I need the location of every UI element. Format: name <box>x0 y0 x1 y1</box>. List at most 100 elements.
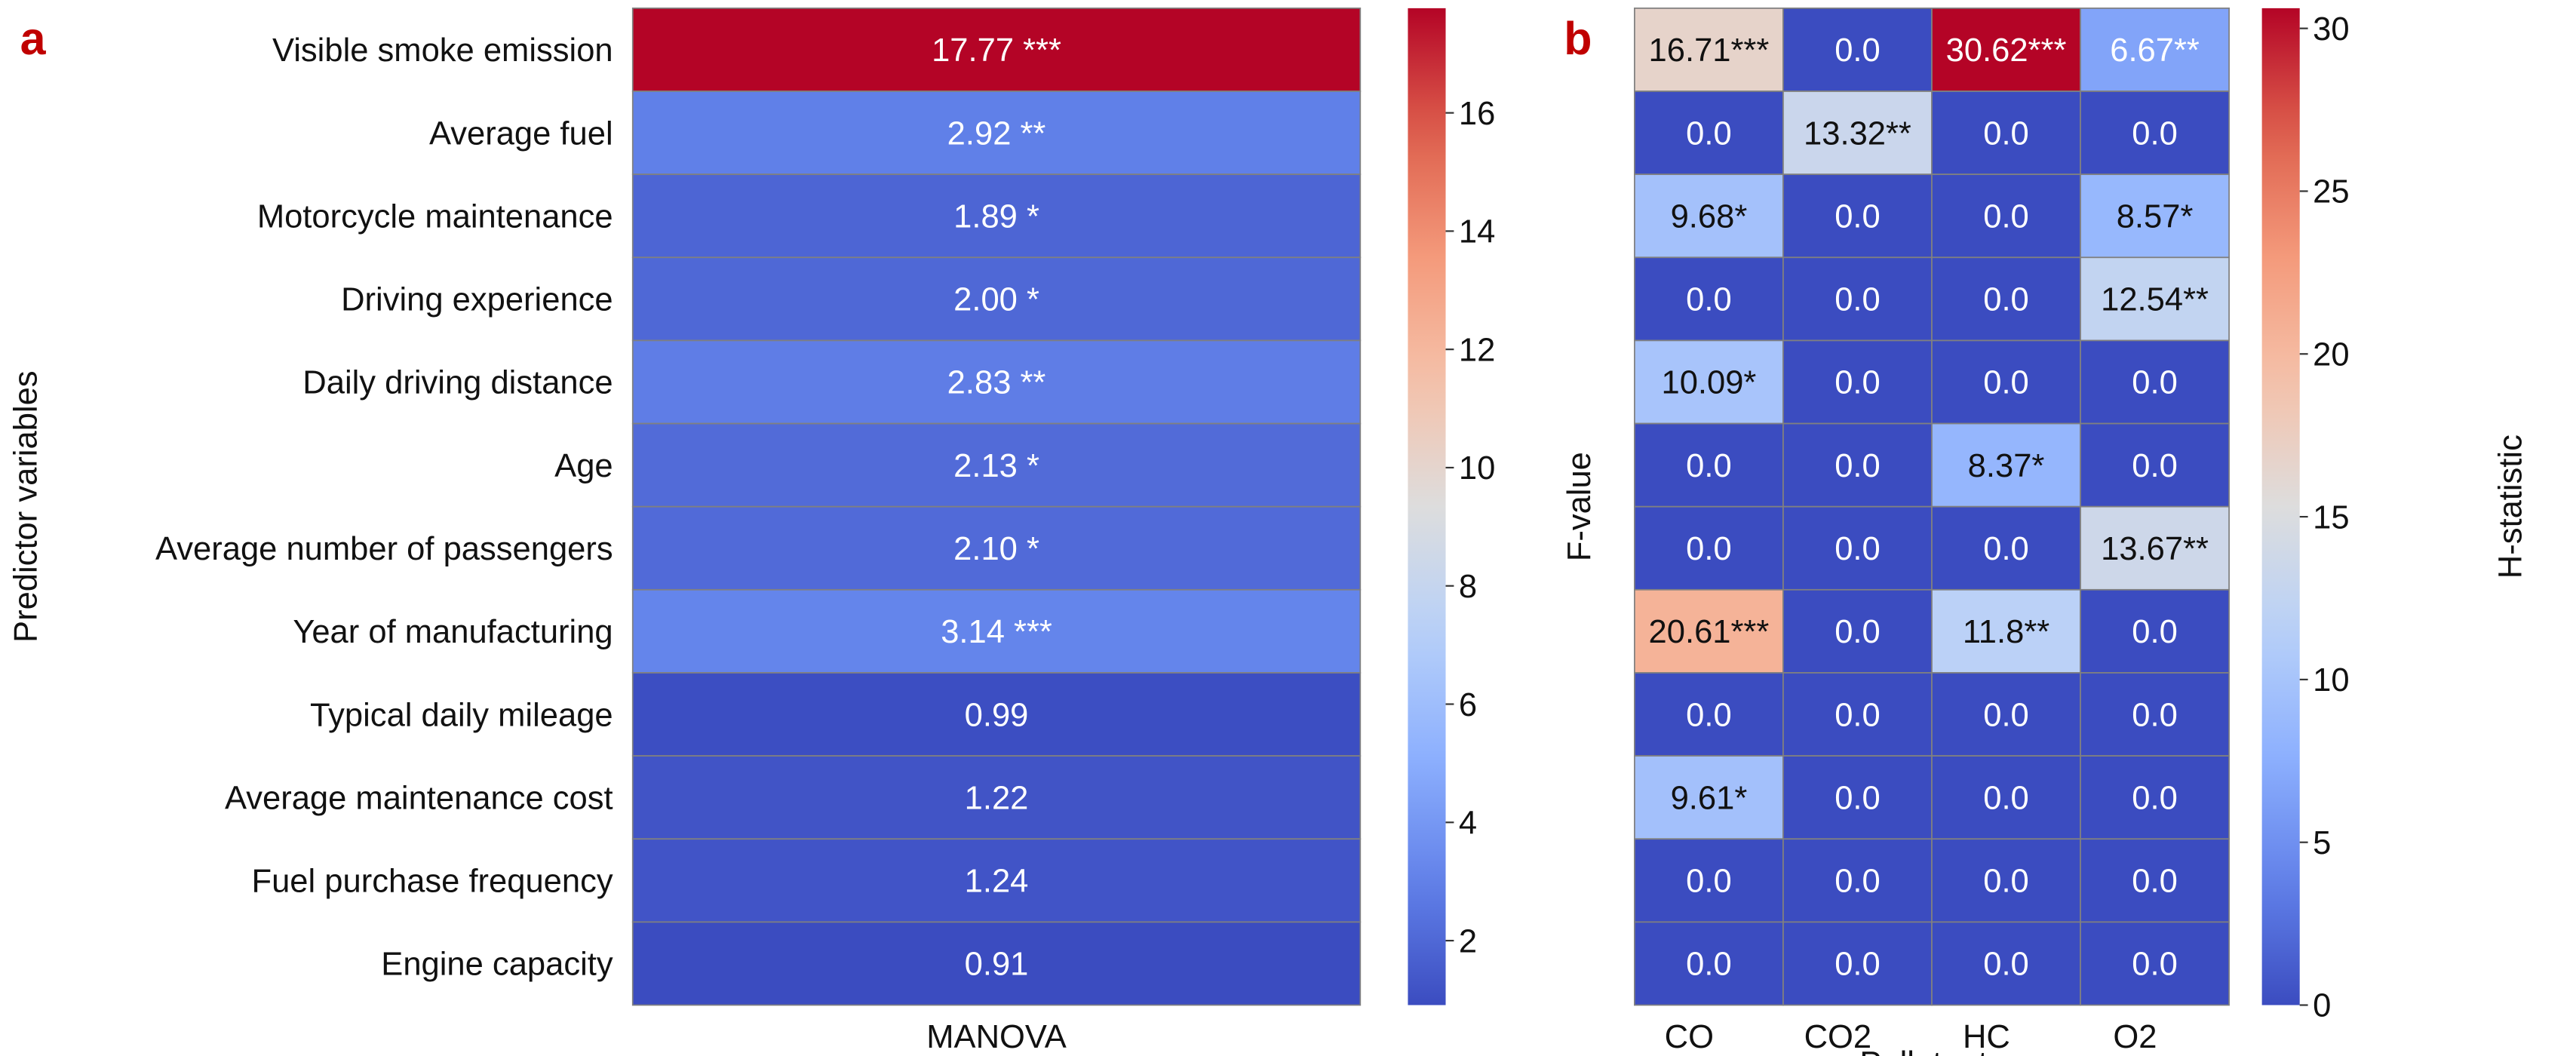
heatmap-cell <box>1931 256 2081 342</box>
cell-annotation: 9.61* <box>1671 780 1748 816</box>
cell-annotation: 0.0 <box>2132 697 2178 733</box>
cell-annotation: 8.57* <box>2117 198 2194 235</box>
heatmap-cell <box>2080 921 2230 1006</box>
cell-annotation: 0.0 <box>1835 198 1881 235</box>
colorbar <box>1408 8 1446 1005</box>
row-label: Visible smoke emission <box>272 32 613 69</box>
heatmap-cell <box>631 173 1362 259</box>
colorbar-tick-label: 15 <box>2313 499 2349 536</box>
colorbar-tick-label: 8 <box>1459 569 1477 605</box>
cell-annotation: 0.0 <box>1835 32 1881 69</box>
heatmap-cell <box>1634 91 1784 176</box>
cell-annotation: 0.0 <box>1983 282 2029 318</box>
colorbar-tick-label: 12 <box>1459 332 1495 368</box>
cell-annotation: 0.0 <box>1835 531 1881 567</box>
cell-annotation: 0.0 <box>1835 448 1881 484</box>
cell-annotation: 2.92 ** <box>947 115 1046 152</box>
column-label: MANOVA <box>926 1019 1066 1055</box>
heatmap-cell <box>631 256 1362 342</box>
row-label: Daily driving distance <box>302 365 613 401</box>
cell-annotation: 0.0 <box>1835 697 1881 733</box>
row-label: Engine capacity <box>381 947 613 983</box>
row-label: Average maintenance cost <box>225 780 613 816</box>
cell-annotation: 0.0 <box>1686 864 1732 900</box>
cell-annotation: 0.0 <box>1983 864 2029 900</box>
cell-annotation: 0.0 <box>2132 780 2178 816</box>
heatmap-cell <box>631 8 1362 92</box>
heatmap-cell <box>1782 422 1933 508</box>
heatmap-cell <box>2080 422 2230 508</box>
row-label: Age <box>554 448 613 484</box>
cell-annotation: 0.99 <box>965 697 1029 733</box>
colorbar <box>2261 8 2300 1005</box>
cell-annotation: 0.0 <box>1686 282 1732 318</box>
y-axis-label: Predictor variables <box>8 370 44 643</box>
heatmap-cell <box>1931 755 2081 840</box>
cell-annotation: 0.0 <box>1983 365 2029 401</box>
colorbar-tick-label: 14 <box>1459 214 1495 250</box>
heatmap-cell <box>1931 91 2081 176</box>
cell-annotation: 1.89 * <box>953 198 1039 235</box>
colorbar-tick-label: 2 <box>1459 923 1477 959</box>
colorbar-label: H-statistic <box>2493 434 2529 579</box>
heatmap-cell <box>1634 173 1784 259</box>
cell-annotation: 2.83 ** <box>947 365 1046 401</box>
colorbar-tick-label: 10 <box>2313 662 2349 698</box>
cell-annotation: 10.09* <box>1661 365 1756 401</box>
heatmap-cell <box>631 339 1362 425</box>
heatmap-cell <box>631 91 1362 176</box>
heatmap-b: 16.71*** 0.0 30.62*** 6.67** 0.0 13.32** 0.0 0.… <box>1634 8 2529 1056</box>
cell-annotation: 12.54** <box>2101 282 2209 318</box>
cell-annotation: 0.0 <box>1835 864 1881 900</box>
cell-annotation: 11.8** <box>1963 614 2049 650</box>
cell-annotation: 0.0 <box>2132 365 2178 401</box>
cell-annotation: 6.67** <box>2110 32 2200 69</box>
cell-annotation: 0.0 <box>1686 947 1732 983</box>
cell-annotation: 0.0 <box>2132 864 2178 900</box>
heatmap-cell <box>2080 755 2230 840</box>
column-label: CO <box>1665 1019 1714 1055</box>
heatmap-cell <box>1782 838 1933 923</box>
heatmap-cell <box>1931 8 2081 92</box>
cell-annotation: 0.0 <box>2132 448 2178 484</box>
heatmap-cell <box>1931 588 2081 674</box>
heatmap-cell <box>1782 672 1933 757</box>
cell-annotation: 0.0 <box>1983 115 2029 152</box>
cell-annotation: 0.0 <box>1686 448 1732 484</box>
row-label: Fuel purchase frequency <box>252 864 613 900</box>
heatmap-cell <box>631 422 1362 508</box>
colorbar-tick-label: 25 <box>2313 174 2349 210</box>
heatmap-cell <box>631 755 1362 840</box>
cell-annotation: 30.62*** <box>1946 32 2067 69</box>
cell-annotation: 8.37* <box>1968 448 2045 484</box>
cell-annotation: 13.32** <box>1804 115 1911 152</box>
cell-annotation: 0.0 <box>1835 947 1881 983</box>
cell-annotation: 17.77 *** <box>932 32 1061 69</box>
row-label: Motorcycle maintenance <box>257 198 613 235</box>
cell-annotation: 0.0 <box>1983 198 2029 235</box>
x-axis-label: Pollutants <box>1859 1045 2003 1056</box>
cell-annotation: 1.24 <box>965 864 1029 900</box>
column-label: O2 <box>2113 1019 2157 1055</box>
heatmap-cell <box>1782 505 1933 591</box>
heatmap-cell <box>1782 8 1933 92</box>
colorbar-tick-label: 6 <box>1459 687 1477 723</box>
heatmap-cell <box>1634 921 1784 1006</box>
heatmap-cell <box>1634 422 1784 508</box>
colorbar-tick-label: 10 <box>1459 450 1495 487</box>
cell-annotation: 0.91 <box>965 947 1029 983</box>
heatmap-cell <box>1782 921 1933 1006</box>
heatmap-cell <box>2080 505 2230 591</box>
heatmap-cell <box>1931 838 2081 923</box>
heatmap-cell <box>1634 256 1784 342</box>
row-label: Average fuel <box>429 115 613 152</box>
heatmap-cell <box>1931 672 2081 757</box>
cell-annotation: 0.0 <box>1835 780 1881 816</box>
heatmap-cell <box>2080 8 2230 92</box>
heatmap-cell <box>2080 588 2230 674</box>
panel-label-a: a <box>20 13 47 64</box>
heatmap-cell <box>1634 339 1784 425</box>
heatmap-cell <box>2080 672 2230 757</box>
column-label: HC <box>1963 1019 2010 1055</box>
